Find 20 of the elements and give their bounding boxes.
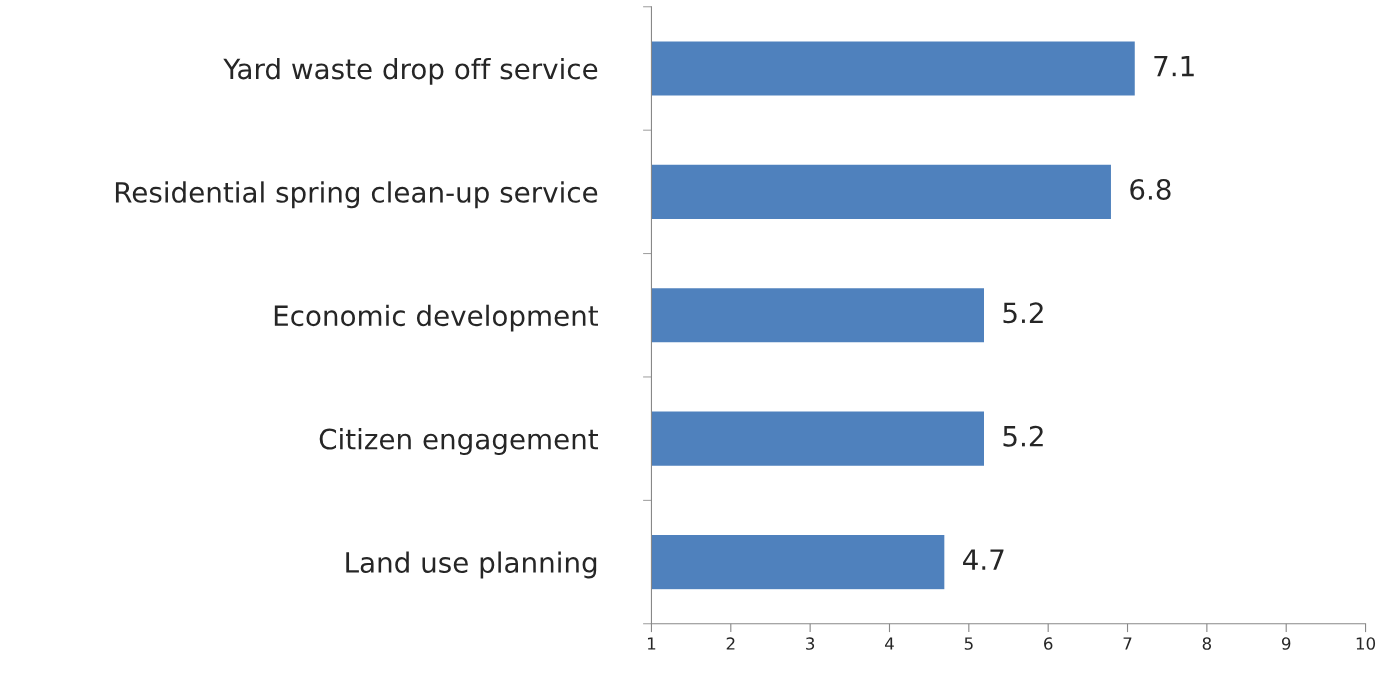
- x-tick-label: 4: [885, 637, 894, 650]
- data-label: 4.7: [963, 549, 1004, 570]
- x-tick-label: 5: [964, 637, 973, 650]
- x-tick-label: 1: [647, 637, 656, 650]
- y-tick-label: Residential spring clean-up service: [115, 181, 598, 209]
- data-label: 5.2: [1003, 302, 1043, 324]
- data-label: 7.1: [1154, 55, 1194, 77]
- x-tick-label: 3: [806, 637, 815, 650]
- x-tick-label: 10: [1356, 637, 1376, 650]
- y-tick-label: Economic development: [274, 304, 598, 332]
- x-tick-label: 6: [1044, 637, 1053, 650]
- x-tick-label: 9: [1281, 637, 1291, 650]
- x-tick-label: 8: [1202, 637, 1212, 650]
- y-tick-label: Land use planning: [346, 551, 597, 579]
- x-tick-label: 7: [1123, 637, 1132, 650]
- y-tick-label: Yard waste drop off service: [223, 57, 598, 85]
- x-tick-label: 2: [726, 637, 735, 650]
- y-tick-label: Citizen engagement: [319, 428, 599, 455]
- data-label: 6.8: [1130, 178, 1171, 200]
- data-label: 5.2: [1003, 425, 1043, 447]
